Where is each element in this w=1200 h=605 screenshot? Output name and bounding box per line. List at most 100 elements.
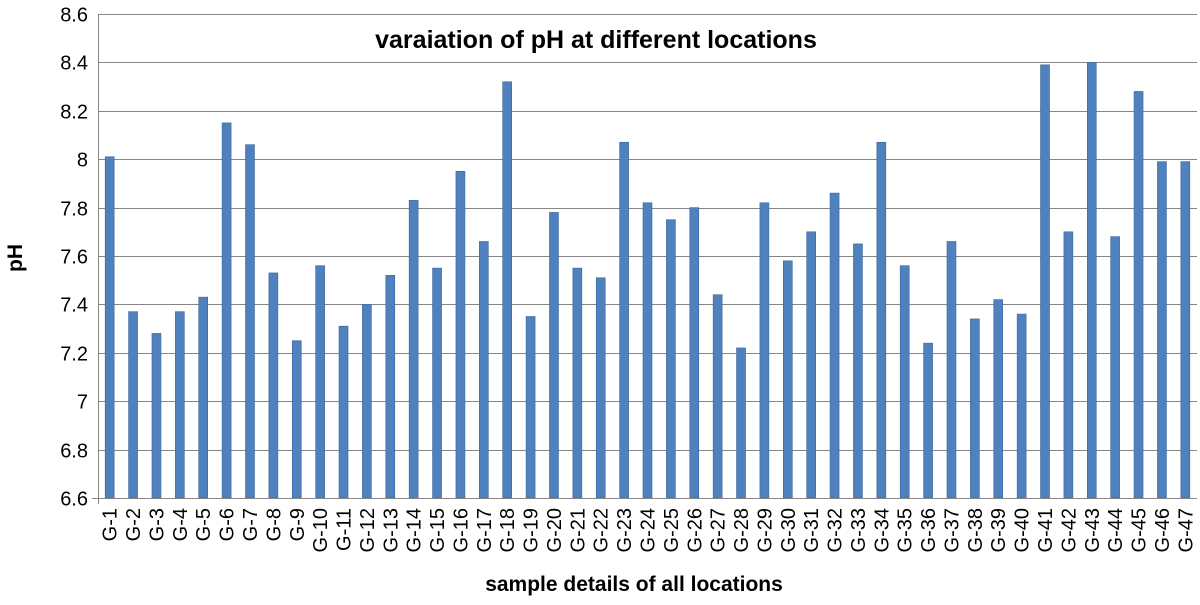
y-tick-label: 7.8	[60, 199, 88, 221]
bar-g-8	[268, 272, 279, 499]
bar-g-28	[736, 347, 746, 499]
y-tick-label: 8.4	[60, 53, 88, 75]
x-tick-label: G-30	[778, 508, 800, 552]
x-tick-label: G-40	[1012, 508, 1034, 552]
y-tick-label: 7.4	[60, 295, 88, 317]
x-tick-label: G-42	[1058, 508, 1080, 552]
bar-g-2	[128, 311, 138, 499]
bar-g-7	[245, 144, 255, 499]
x-tick-label: G-43	[1082, 508, 1104, 552]
x-tick-label: G-21	[567, 508, 589, 552]
y-axis-title: pH	[4, 244, 27, 272]
x-tick-label: G-41	[1035, 508, 1057, 552]
y-tick-labels: 6.6 6.8 7 7.2 7.4 7.6 7.8 8 8.2 8.4 8.6	[60, 5, 88, 511]
bar-g-47	[1180, 161, 1191, 499]
x-tick-label: G-28	[731, 508, 753, 552]
bar-g-23	[619, 141, 629, 499]
bar-g-13	[385, 275, 396, 499]
x-tick-label: G-6	[217, 508, 239, 541]
bar-g-44	[1110, 236, 1120, 499]
x-tick-label: G-44	[1105, 508, 1127, 552]
x-tick-label: G-33	[848, 508, 870, 552]
x-tick-label: G-9	[287, 508, 309, 541]
x-tick-label: G-32	[825, 508, 847, 552]
bar-g-20	[549, 212, 559, 499]
bar-g-38	[970, 318, 980, 499]
bar-g-18	[502, 81, 513, 499]
x-tick-label: G-3	[146, 508, 168, 541]
y-tick-label: 7.2	[60, 344, 88, 366]
bar-g-30	[782, 260, 793, 499]
bar-g-21	[572, 267, 583, 499]
bars	[104, 62, 1191, 499]
x-tick-label: G-37	[941, 508, 963, 552]
x-tick-label: G-17	[474, 508, 496, 552]
bar-g-12	[362, 304, 372, 499]
x-tick-label: G-11	[334, 508, 356, 551]
x-tick-label: G-35	[895, 508, 917, 552]
x-tick-label: G-15	[427, 508, 449, 552]
bar-g-11	[338, 325, 349, 499]
bar-g-26	[689, 207, 700, 499]
bar-g-45	[1133, 91, 1144, 499]
bar-g-29	[759, 202, 770, 499]
bar-g-24	[642, 202, 653, 499]
bar-g-27	[712, 294, 723, 499]
x-tick-label: G-27	[708, 508, 730, 552]
x-tick-label: G-19	[521, 508, 543, 552]
bar-g-9	[291, 340, 302, 499]
x-tick-labels: G-1 G-2 G-3 G-4 G-5 G-6 G-7 G-8 G-9 G-10 G-11 G-12 G…	[100, 508, 1198, 552]
x-tick-label: G-4	[170, 508, 192, 541]
bar-g-37	[946, 241, 957, 499]
x-tick-label: G-12	[357, 508, 379, 552]
x-tick-label: G-24	[638, 508, 660, 552]
y-tick-label: 8.2	[60, 102, 88, 124]
x-tick-label: G-14	[404, 508, 426, 552]
bar-g-5	[198, 296, 209, 499]
x-tick-label: G-45	[1129, 508, 1151, 552]
bar-g-46	[1157, 161, 1167, 499]
bar-g-33	[853, 243, 863, 499]
bar-g-14	[408, 200, 419, 499]
bar-g-39	[993, 299, 1004, 499]
x-tick-label: G-22	[591, 508, 613, 552]
bar-g-25	[666, 219, 676, 499]
y-tick-label: 8.6	[60, 5, 88, 27]
x-tick-label: G-20	[544, 508, 566, 552]
x-tick-label: G-7	[240, 508, 262, 541]
y-tick-label: 8	[77, 150, 88, 172]
x-tick-label: G-34	[871, 508, 893, 552]
bar-g-36	[923, 342, 933, 499]
bar-g-43	[1086, 62, 1097, 499]
bar-g-10	[315, 265, 325, 499]
y-tick-label: 7.6	[60, 247, 88, 269]
bar-g-19	[525, 316, 536, 499]
bar-g-35	[899, 265, 910, 499]
bar-g-1	[104, 156, 115, 499]
x-tick-label: G-5	[193, 508, 215, 541]
x-tick-label: G-16	[450, 508, 472, 552]
y-tick-label: 7	[77, 392, 88, 414]
y-tick-label: 6.8	[60, 441, 88, 463]
y-tick-label: 6.6	[60, 489, 88, 511]
bar-g-22	[595, 277, 606, 499]
chart-title: varaiation of pH at different locations	[375, 26, 817, 54]
x-tick-label: G-13	[380, 508, 402, 552]
bar-g-16	[455, 171, 466, 499]
bar-g-6	[221, 122, 232, 499]
x-tick-label: G-29	[754, 508, 776, 552]
x-tick-label: G-26	[684, 508, 706, 552]
x-tick-label: G-39	[988, 508, 1010, 552]
x-tick-label: G-23	[614, 508, 636, 552]
bar-g-15	[432, 267, 442, 499]
bar-g-34	[876, 141, 887, 499]
bar-g-31	[806, 231, 816, 499]
x-tick-label: G-25	[661, 508, 683, 552]
bar-g-4	[175, 311, 185, 499]
bar-g-17	[479, 241, 489, 499]
bar-g-32	[829, 192, 840, 499]
x-tick-label: G-1	[100, 508, 122, 541]
x-tick-label: G-10	[310, 508, 332, 552]
x-tick-label: G-38	[965, 508, 987, 552]
